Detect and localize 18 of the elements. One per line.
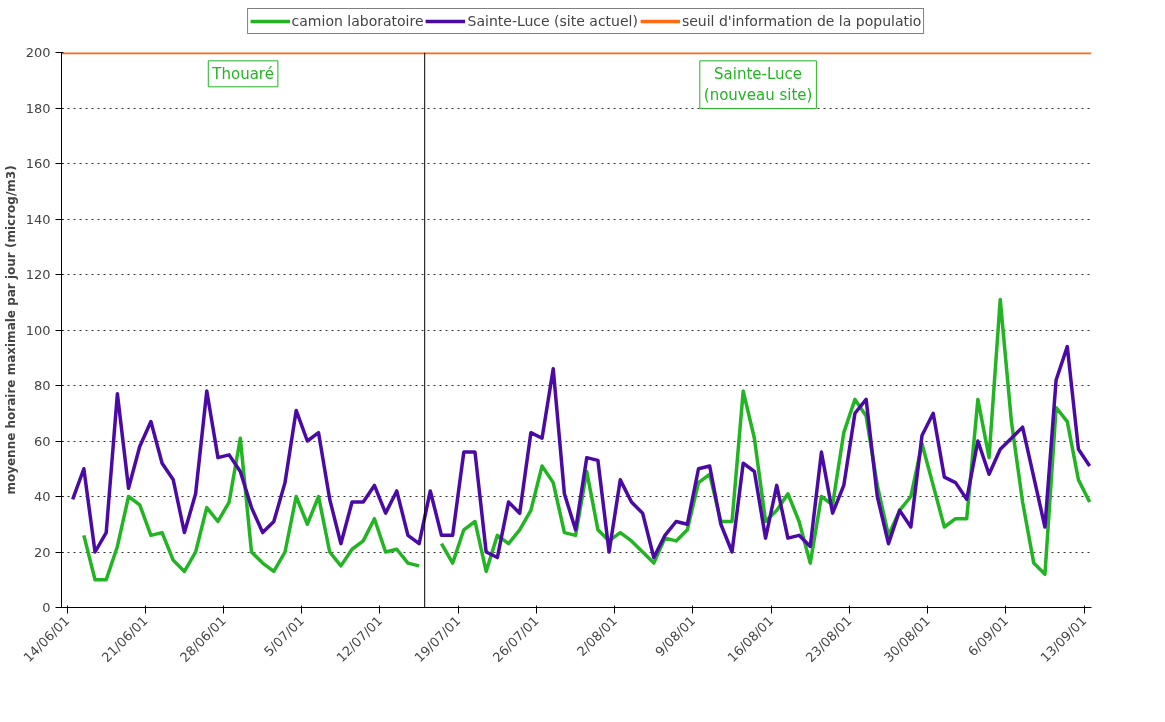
- y-axis-title: moyenne horaire maximale par jour (microg/m3): [3, 165, 18, 495]
- y-tick-label: 100: [25, 322, 51, 338]
- annotation: Thouaré: [211, 64, 274, 83]
- y-tick-label: 200: [25, 45, 51, 60]
- y-tick-label: 180: [25, 100, 51, 116]
- legend-label: seuil d'information de la populatio: [681, 13, 922, 29]
- y-tick-label: 0: [42, 600, 51, 615]
- legend-label: camion laboratoire: [291, 13, 424, 29]
- annotation: Sainte-Luce (nouveau site): [703, 64, 813, 105]
- y-tick-label: 120: [25, 267, 51, 282]
- y-tick-label: 40: [33, 489, 51, 504]
- y-tick-label: 20: [33, 544, 51, 560]
- y-tick-label: 160: [25, 156, 51, 171]
- y-tick-label: 80: [33, 378, 51, 393]
- legend-label: Sainte-Luce (site actuel): [467, 13, 638, 29]
- line-series: [70, 344, 1092, 560]
- y-tick-label: 140: [25, 211, 51, 227]
- y-tick-label: 60: [33, 433, 51, 449]
